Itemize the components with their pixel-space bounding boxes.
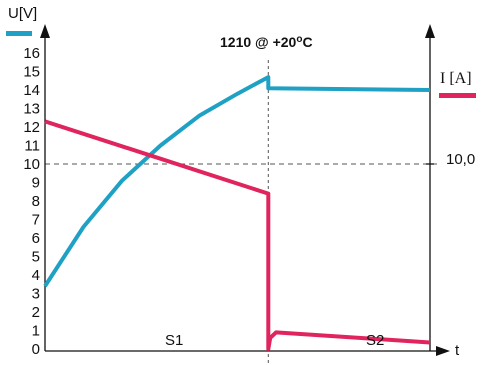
left-tick-label: 16 bbox=[23, 45, 40, 62]
right-tick-label: 10,0 bbox=[446, 151, 475, 168]
chart-title-degree: o bbox=[296, 34, 302, 45]
chart-title-unit: C bbox=[302, 34, 312, 50]
axes bbox=[40, 24, 450, 356]
left-tick-label: 12 bbox=[23, 119, 40, 136]
series bbox=[43, 75, 431, 351]
left-tick-label: 0 bbox=[32, 341, 40, 358]
current-series-line bbox=[44, 119, 431, 351]
left-tick-label: 6 bbox=[32, 230, 40, 247]
left-tick-label: 2 bbox=[32, 304, 40, 321]
voltage-series-line bbox=[43, 75, 431, 288]
right-y-axis-arrow bbox=[425, 24, 435, 38]
left-tick-label: 3 bbox=[32, 286, 40, 303]
current-legend-swatch bbox=[439, 93, 476, 98]
right-axis-label: I [A] bbox=[440, 70, 472, 87]
left-tick-label: 5 bbox=[32, 249, 40, 266]
left-y-axis-arrow bbox=[40, 24, 50, 38]
left-tick-label: 15 bbox=[23, 64, 40, 81]
chart-title: 1210 @ +20oC bbox=[220, 34, 313, 50]
left-tick-label: 13 bbox=[23, 101, 40, 118]
left-tick-label: 1 bbox=[32, 323, 40, 340]
left-tick-label: 7 bbox=[32, 212, 40, 229]
chart-title-main: 1210 @ +20 bbox=[220, 34, 297, 50]
phase-label-s1: S1 bbox=[165, 332, 183, 349]
left-tick-label: 4 bbox=[32, 267, 40, 284]
phase-label-s2: S2 bbox=[366, 332, 384, 349]
x-axis-arrow bbox=[436, 346, 450, 356]
left-tick-label: 11 bbox=[24, 138, 40, 155]
left-tick-label: 10 bbox=[23, 156, 40, 173]
left-tick-label: 9 bbox=[32, 175, 40, 192]
guides bbox=[45, 60, 438, 363]
left-tick-label: 14 bbox=[23, 82, 40, 99]
x-axis-label: t bbox=[455, 342, 460, 359]
left-tick-label: 8 bbox=[32, 193, 40, 210]
left-axis-label: U[V] bbox=[8, 5, 37, 22]
voltage-legend-swatch bbox=[6, 31, 32, 36]
